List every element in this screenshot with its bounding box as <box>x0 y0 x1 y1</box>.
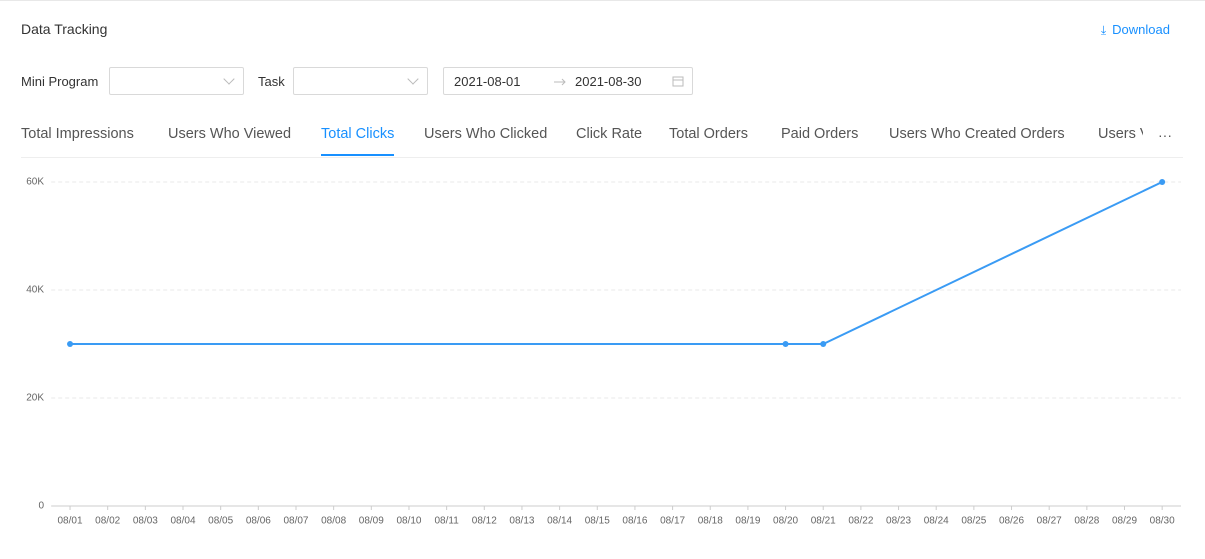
point <box>1159 179 1166 185</box>
date-range-picker[interactable] <box>443 67 693 95</box>
y-tick-label: 60K <box>26 177 44 188</box>
x-tick-label: 08/09 <box>359 516 384 527</box>
x-tick-label: 08/02 <box>95 516 120 527</box>
x-tick-label: 08/08 <box>321 516 346 527</box>
x-tick-label: 08/19 <box>735 516 760 527</box>
x-tick-label: 08/18 <box>698 516 723 527</box>
x-tick-label: 08/29 <box>1112 516 1137 527</box>
x-tick-label: 08/14 <box>547 516 572 527</box>
tab[interactable]: Users Who Viewed <box>168 126 292 142</box>
divider <box>21 157 1183 158</box>
tab[interactable]: Users Who Clicked <box>424 126 548 142</box>
more-tabs[interactable]: ··· <box>1158 127 1172 143</box>
tab-bar: Total Impressions Users Who Viewed Total C… <box>21 126 1143 158</box>
x-tick-label: 08/15 <box>585 516 610 527</box>
download-button[interactable]: ⤓ Download <box>1101 22 1170 38</box>
arrow-icon <box>554 78 566 86</box>
tab[interactable]: Total Impressions <box>21 126 134 142</box>
x-tick-label: 08/25 <box>961 516 986 527</box>
x-tick-label: 08/17 <box>660 516 685 527</box>
tab[interactable]: Total Clicks <box>321 126 395 142</box>
x-tick-label: 08/04 <box>170 516 195 527</box>
x-tick-label: 08/23 <box>886 516 911 527</box>
x-tick-label: 08/26 <box>999 516 1024 527</box>
mini-program-select[interactable] <box>109 67 244 95</box>
page-title: Data Tracking <box>21 21 108 37</box>
x-tick-label: 08/03 <box>133 516 158 527</box>
active-tab-indicator <box>321 154 395 156</box>
x-tick-label: 08/16 <box>622 516 647 527</box>
x-tick-label: 08/22 <box>848 516 873 527</box>
x-tick-label: 08/13 <box>509 516 534 527</box>
x-tick-label: 08/05 <box>208 516 233 527</box>
x-tick-label: 08/01 <box>58 516 83 527</box>
x-tick-label: 08/07 <box>283 516 308 527</box>
y-tick-label: 20K <box>26 393 44 404</box>
y-tick-label: 0 <box>38 501 44 512</box>
y-tick-label: 40K <box>26 285 44 296</box>
download-label: Download <box>1112 22 1170 37</box>
point <box>782 341 789 347</box>
start-date: 2021-08-01 <box>454 74 521 89</box>
x-tick-label: 08/20 <box>773 516 798 527</box>
x-tick-label: 08/21 <box>811 516 836 527</box>
tab[interactable]: Click Rate <box>576 126 643 142</box>
x-tick-label: 08/10 <box>396 516 421 527</box>
x-tick-label: 08/28 <box>1074 516 1099 527</box>
divider <box>0 0 1205 1</box>
x-tick-label: 08/24 <box>924 516 949 527</box>
point <box>67 341 74 347</box>
end-date: 2021-08-30 <box>575 74 642 89</box>
tab[interactable]: Users Who Created Orders <box>889 126 1065 142</box>
task-select[interactable] <box>293 67 428 95</box>
x-tick-label: 08/06 <box>246 516 271 527</box>
line <box>70 181 1163 345</box>
x-tick-label: 08/30 <box>1150 516 1175 527</box>
calendar-icon <box>672 76 684 87</box>
x-tick-label: 08/11 <box>434 516 459 527</box>
tab[interactable]: Paid Orders <box>781 126 859 142</box>
point <box>820 341 827 347</box>
download-icon: ⤓ <box>1100 23 1107 37</box>
filter-label: Mini Program <box>21 74 99 89</box>
tab[interactable]: Total Orders <box>669 126 748 142</box>
tab[interactable]: Users V <box>1098 126 1143 142</box>
filter-label: Task <box>258 74 285 89</box>
x-tick-label: 08/27 <box>1037 516 1062 527</box>
x-tick-label: 08/12 <box>472 516 497 527</box>
